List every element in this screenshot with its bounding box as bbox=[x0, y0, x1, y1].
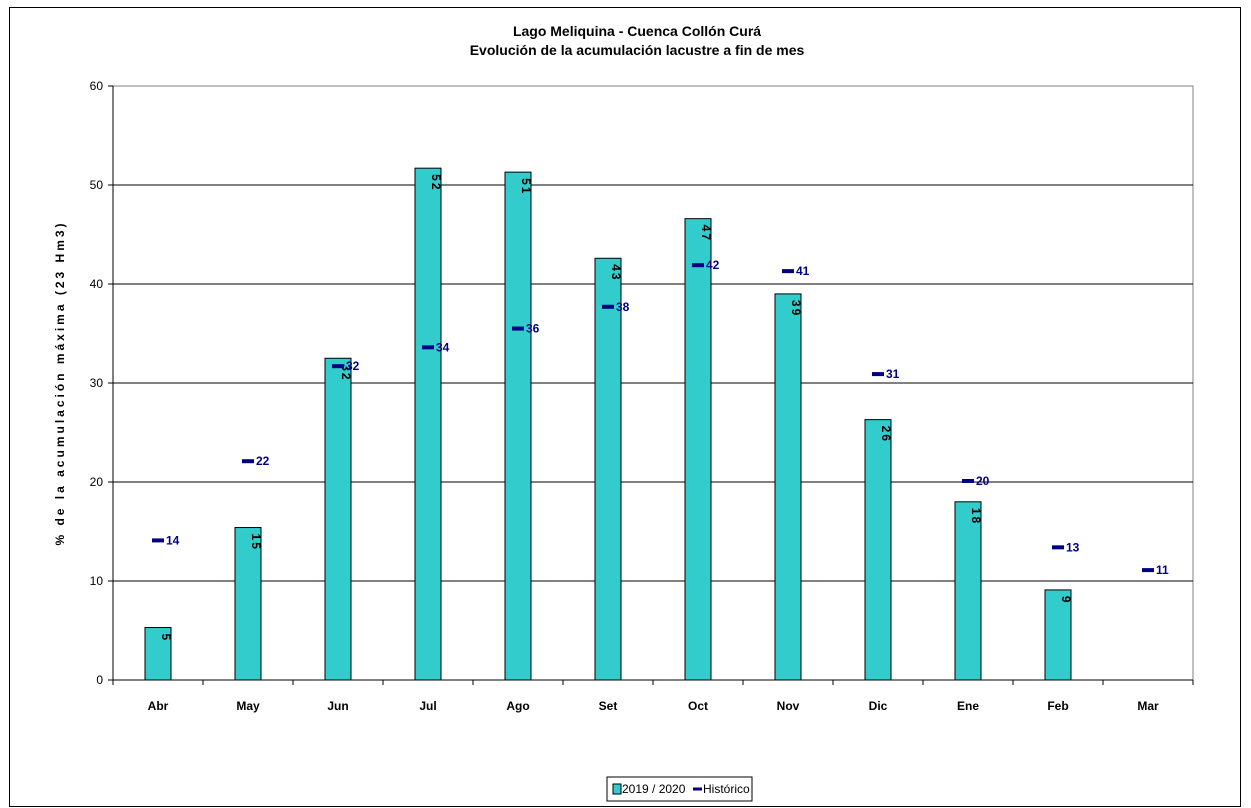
x-tick-label: Dic bbox=[869, 699, 888, 713]
bar-value-label: 32 bbox=[339, 364, 353, 381]
bar bbox=[234, 527, 262, 681]
x-tick-label: Ago bbox=[506, 699, 529, 713]
historic-layer: 14 22 32 34 36 38 42 41 31 20 13 11 bbox=[152, 258, 1169, 577]
bar-layer: 5 15 32 52 51 43 47 39 26 18 9 bbox=[144, 167, 1073, 681]
historic-value-label: 31 bbox=[886, 367, 900, 381]
x-tick-label: Jul bbox=[419, 699, 436, 713]
x-tick-label: Nov bbox=[777, 699, 800, 713]
bar bbox=[954, 501, 982, 681]
historic-value-label: 22 bbox=[256, 454, 270, 468]
bar bbox=[1044, 589, 1072, 681]
historic-value-label: 14 bbox=[166, 533, 180, 547]
bar-value-label: 39 bbox=[789, 300, 803, 317]
bar-value-label: 26 bbox=[879, 426, 893, 443]
x-tick-label: Mar bbox=[1137, 699, 1159, 713]
grid-layer bbox=[112, 85, 1194, 681]
bar-value-label: 18 bbox=[969, 508, 983, 525]
bar-value-label: 9 bbox=[1059, 596, 1073, 605]
historic-value-label: 34 bbox=[436, 340, 450, 354]
bar bbox=[684, 218, 712, 681]
bar bbox=[144, 627, 172, 681]
x-tick-label: Jun bbox=[327, 699, 348, 713]
chart-frame: Lago Meliquina - Cuenca Collón Curá Evol… bbox=[9, 7, 1241, 807]
bar bbox=[864, 419, 892, 681]
historic-value-label: 42 bbox=[706, 258, 720, 272]
legend-label-historic: Histórico bbox=[703, 782, 750, 796]
bar-value-label: 43 bbox=[609, 264, 623, 281]
historic-value-label: 41 bbox=[796, 264, 810, 278]
bar bbox=[504, 171, 532, 681]
y-axis-label: % de la acumulación máxima (23 Hm3) bbox=[53, 220, 67, 545]
legend-label-bar: 2019 / 2020 bbox=[622, 782, 686, 796]
y-tick-label: 50 bbox=[90, 178, 104, 192]
x-tick-label: May bbox=[236, 699, 260, 713]
chart-title: Lago Meliquina - Cuenca Collón Curá bbox=[513, 23, 761, 39]
y-tick-label: 30 bbox=[90, 376, 104, 390]
historic-value-label: 13 bbox=[1066, 540, 1080, 554]
y-tick-label: 0 bbox=[96, 673, 103, 687]
x-tick-label: Oct bbox=[688, 699, 708, 713]
bar bbox=[774, 293, 802, 681]
bar bbox=[594, 257, 622, 681]
bar-value-label: 47 bbox=[699, 225, 713, 242]
x-tick-label: Ene bbox=[957, 699, 979, 713]
legend: 2019 / 2020 Histórico bbox=[606, 776, 753, 802]
bar-value-label: 5 bbox=[159, 634, 173, 643]
historic-value-label: 11 bbox=[1156, 563, 1169, 577]
y-tick-label: 10 bbox=[90, 574, 104, 588]
x-tick-label: Set bbox=[599, 699, 618, 713]
y-tick-label: 60 bbox=[90, 79, 104, 93]
historic-value-label: 32 bbox=[346, 359, 360, 373]
bar-value-label: 52 bbox=[429, 174, 443, 191]
axis-layer: 0 10 20 30 40 50 60 Abr May Jun Jul Ago Set Oct Nov Dic… bbox=[90, 79, 1194, 713]
legend-swatch-bar bbox=[612, 783, 622, 795]
y-tick-label: 40 bbox=[90, 277, 104, 291]
legend-box bbox=[606, 776, 753, 802]
historic-value-label: 20 bbox=[976, 474, 990, 488]
bar bbox=[324, 357, 352, 681]
chart-subtitle: Evolución de la acumulación lacustre a f… bbox=[470, 42, 805, 58]
x-tick-label: Abr bbox=[148, 699, 169, 713]
bar bbox=[414, 167, 442, 681]
y-tick-label: 20 bbox=[90, 475, 104, 489]
bar-value-label: 15 bbox=[249, 534, 263, 551]
bar-value-label: 51 bbox=[519, 178, 533, 195]
historic-value-label: 36 bbox=[526, 322, 540, 336]
x-tick-label: Feb bbox=[1047, 699, 1068, 713]
chart-canvas: Lago Meliquina - Cuenca Collón Curá Evol… bbox=[53, 23, 1194, 802]
historic-value-label: 38 bbox=[616, 300, 630, 314]
